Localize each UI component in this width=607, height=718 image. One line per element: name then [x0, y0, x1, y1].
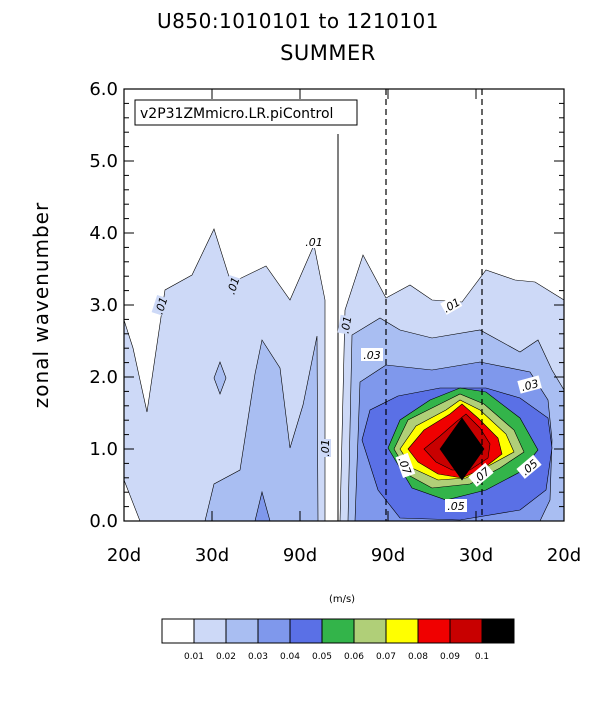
case-label: v2P31ZMmicro.LR.piControl [140, 106, 333, 122]
y-tick-label: 0.0 [89, 511, 118, 532]
colorbar-label: 0.04 [280, 652, 300, 662]
fill-level-0.02-island [213, 361, 227, 395]
x-tick-label: 20d [547, 545, 581, 566]
chart-title: U850:1010101 to 1210101 [157, 9, 439, 33]
chart-subtitle: SUMMER [280, 41, 376, 65]
colorbar-label: 0.02 [216, 652, 236, 662]
contour-label: .01 [339, 315, 355, 334]
units-label: (m/s) [329, 594, 355, 605]
x-axis: 20d 30d 90d 90d 30d 20d [107, 89, 581, 566]
contour-label: .03 [363, 349, 381, 362]
x-tick-label: 30d [459, 545, 493, 566]
x-tick-label: 30d [195, 545, 229, 566]
y-tick-label: 1.0 [89, 439, 118, 460]
case-label-box [134, 99, 358, 126]
colorbar-swatch [449, 618, 483, 644]
colorbar-label: 0.08 [408, 652, 428, 662]
fill-level-0.03-left [254, 490, 271, 521]
colorbar-swatch [417, 618, 451, 644]
y-tick-label: 5.0 [89, 151, 118, 172]
colorbar-swatch [225, 618, 259, 644]
contour-label: .01 [225, 276, 243, 297]
colorbar-label: 0.01 [184, 652, 204, 662]
fill-level-0.02-left [204, 335, 319, 521]
colorbar-label: 0.07 [376, 652, 396, 662]
colorbar-label: 0.09 [440, 652, 460, 662]
contour-label: .03 [520, 377, 540, 394]
y-tick-label: 4.0 [89, 223, 118, 244]
y-tick-label: 3.0 [89, 295, 118, 316]
contour-label: .05 [447, 500, 465, 513]
contour-label: .01 [319, 439, 332, 457]
colorbar-label: 0.03 [248, 652, 268, 662]
colorbar-swatch [193, 618, 227, 644]
contour-label: .01 [153, 296, 171, 317]
colorbar-swatch [353, 618, 387, 644]
colorbar-swatch [257, 618, 291, 644]
colorbar-swatch [321, 618, 355, 644]
x-tick-label: 20d [107, 545, 141, 566]
x-tick-label: 90d [371, 545, 405, 566]
plot-area: .01 .01 .01 .01 .01 .01 .03 .03 .07 .07 … [123, 88, 565, 522]
colorbar-label: 0.1 [475, 652, 489, 662]
colorbar-label: 0.06 [344, 652, 364, 662]
colorbar-swatch [289, 618, 323, 644]
colorbar-swatch [385, 618, 419, 644]
y-tick-label: 2.0 [89, 367, 118, 388]
contour-fills [124, 228, 564, 521]
contour-label: .07 [395, 455, 413, 476]
fill-level-0.1-right [439, 417, 485, 481]
y-tick-label: 6.0 [89, 79, 118, 100]
y-axis: 0.0 1.0 2.0 3.0 4.0 5.0 6.0 [89, 79, 564, 532]
colorbar-swatch [161, 618, 195, 644]
fill-level-0.01-left-bottom [124, 479, 141, 521]
y-axis-label: zonal wavenumber [29, 202, 53, 408]
colorbar-label: 0.05 [312, 652, 332, 662]
colorbar: 0.01 0.02 0.03 0.04 0.05 0.06 0.07 0.08 0.09 0.1 [161, 618, 515, 662]
colorbar-swatch [481, 618, 515, 644]
contour-label: .01 [305, 236, 323, 249]
x-tick-label: 90d [283, 545, 317, 566]
